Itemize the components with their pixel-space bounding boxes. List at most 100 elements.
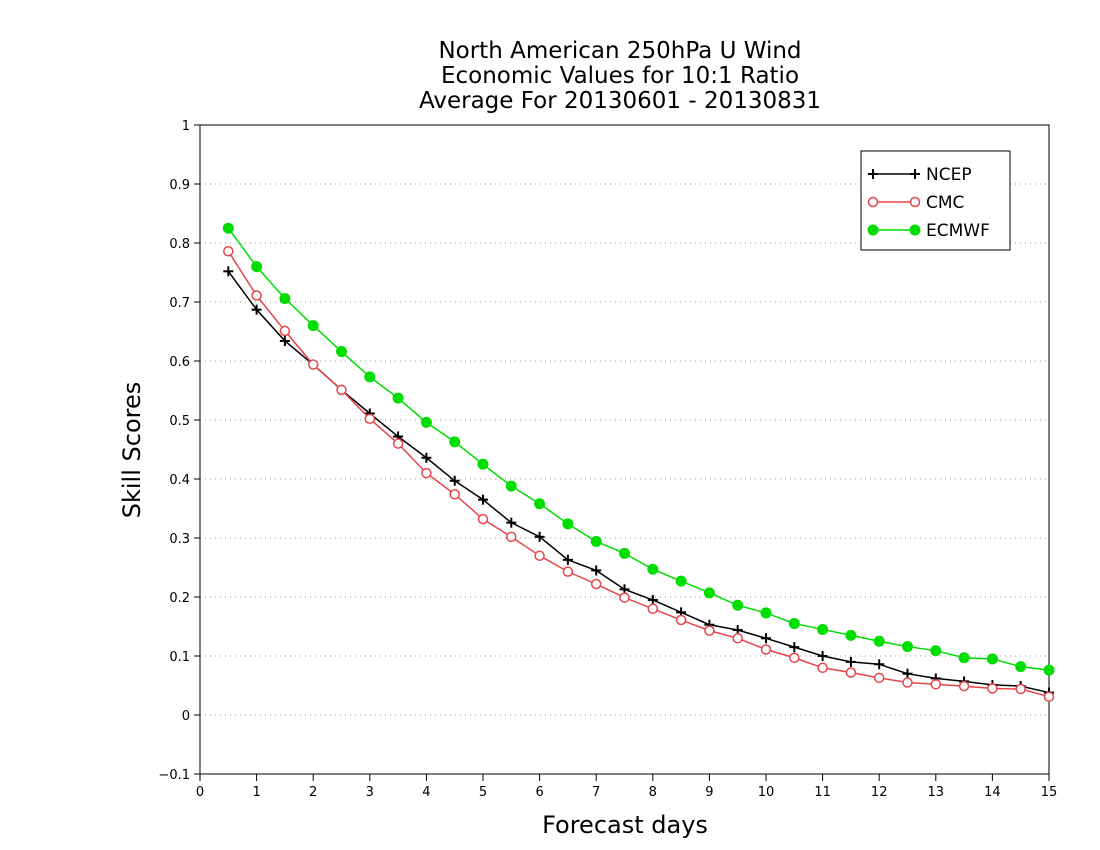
data-point-ecmwf <box>590 536 602 548</box>
data-point-ncep <box>562 554 573 565</box>
legend-marker <box>909 196 921 208</box>
x-tick-label: 0 <box>196 785 204 800</box>
data-point-ecmwf <box>760 607 772 619</box>
legend-box <box>860 150 1011 251</box>
data-point-ecmwf <box>817 623 829 635</box>
data-point-cmc <box>732 633 743 644</box>
x-tick-label: 8 <box>649 785 657 800</box>
data-point-ecmwf <box>222 222 234 234</box>
data-point-ecmwf <box>788 618 800 630</box>
data-point-ecmwf <box>251 261 263 273</box>
data-point-ecmwf <box>986 653 998 665</box>
data-point-ecmwf <box>703 587 715 599</box>
y-tick-label: 0.2 <box>169 591 190 606</box>
x-tick-label: 1 <box>252 785 260 800</box>
x-tick-label: 4 <box>422 785 430 800</box>
data-point-ncep <box>647 594 658 605</box>
y-tick-label: 0.7 <box>169 296 190 311</box>
data-point-ecmwf <box>392 392 404 404</box>
data-point-ncep <box>251 304 262 315</box>
data-point-cmc <box>421 467 432 479</box>
chart-title-line: North American 250hPa U Wind <box>438 38 801 64</box>
data-point-ecmwf <box>364 371 376 383</box>
data-point-cmc <box>307 359 319 370</box>
data-point-ecmwf <box>1015 661 1027 673</box>
data-point-cmc <box>279 325 291 337</box>
x-tick-label: 2 <box>309 785 317 800</box>
data-point-cmc <box>534 550 545 561</box>
y-tick-label: 0.4 <box>169 473 190 488</box>
data-point-cmc <box>789 652 800 664</box>
y-tick-label: 1 <box>182 119 190 134</box>
data-point-ncep <box>478 494 488 505</box>
data-point-ecmwf <box>902 641 913 653</box>
y-tick-label: 0.1 <box>169 650 190 665</box>
y-tick-label: 0.8 <box>169 237 190 252</box>
data-point-ncep <box>534 531 545 542</box>
legend-label: NCEP <box>926 165 972 185</box>
y-tick-label: 0.6 <box>169 355 190 370</box>
x-tick-label: 11 <box>814 785 831 800</box>
data-point-cmc <box>845 667 857 678</box>
gridlines <box>200 183 1049 716</box>
data-point-ecmwf <box>279 292 291 304</box>
data-point-cmc <box>336 384 347 396</box>
series-line-cmc <box>227 250 1050 698</box>
data-point-cmc <box>647 603 659 615</box>
data-point-ncep <box>223 266 234 277</box>
data-point-cmc <box>449 489 460 500</box>
data-point-ncep <box>874 659 885 670</box>
legend-label: CMC <box>926 193 964 213</box>
data-point-cmc <box>506 531 517 543</box>
legend: NCEP CMC ECMWF <box>860 150 1011 251</box>
y-tick-label: −0.1 <box>158 768 190 783</box>
y-tick-label: 0.5 <box>169 414 190 429</box>
data-point-cmc <box>675 614 687 626</box>
y-tick-label: 0.9 <box>169 178 190 193</box>
data-point-ecmwf <box>873 635 885 647</box>
data-point-cmc <box>562 566 574 577</box>
data-point-ncep <box>761 633 771 644</box>
data-point-cmc <box>590 578 602 590</box>
data-point-cmc <box>704 625 715 636</box>
data-point-ecmwf <box>675 575 687 587</box>
data-point-ncep <box>845 656 856 667</box>
legend-item-ecmwf: ECMWF <box>867 221 990 241</box>
data-point-ecmwf <box>845 629 857 641</box>
data-point-cmc <box>958 680 970 692</box>
data-point-ecmwf <box>505 480 517 492</box>
legend-marker <box>867 224 879 236</box>
data-point-cmc <box>392 438 404 449</box>
x-tick-label: 14 <box>984 785 1001 800</box>
x-tick-label: 13 <box>928 785 945 800</box>
data-point-cmc <box>364 413 376 425</box>
data-point-ecmwf <box>1043 664 1055 676</box>
data-point-ecmwf <box>647 563 659 575</box>
data-point-ecmwf <box>562 518 574 530</box>
x-tick-label: 5 <box>479 785 487 800</box>
data-point-cmc <box>873 672 885 684</box>
data-point-cmc <box>251 290 262 301</box>
data-point-ncep <box>279 335 290 346</box>
data-point-cmc <box>817 662 828 674</box>
data-point-cmc <box>902 677 913 688</box>
data-point-ecmwf <box>336 346 347 358</box>
data-point-ecmwf <box>449 436 461 448</box>
legend-marker <box>910 169 920 179</box>
data-point-ecmwf <box>420 416 432 428</box>
chart-title-line: Average For 20130601 - 20130831 <box>419 88 821 114</box>
legend-marker <box>909 224 921 236</box>
data-point-cmc <box>223 246 234 257</box>
data-point-cmc <box>477 513 489 525</box>
data-point-ecmwf <box>732 599 744 611</box>
legend-item-ncep: NCEP <box>868 165 972 185</box>
data-point-cmc <box>1043 691 1055 702</box>
data-point-ncep <box>506 517 517 528</box>
data-point-ncep <box>591 565 602 576</box>
x-tick-label: 15 <box>1041 785 1058 800</box>
data-point-ncep <box>449 475 460 486</box>
legend-marker <box>868 169 878 179</box>
legend-label: ECMWF <box>926 221 990 241</box>
y-axis-title: Skill Scores <box>118 382 146 519</box>
